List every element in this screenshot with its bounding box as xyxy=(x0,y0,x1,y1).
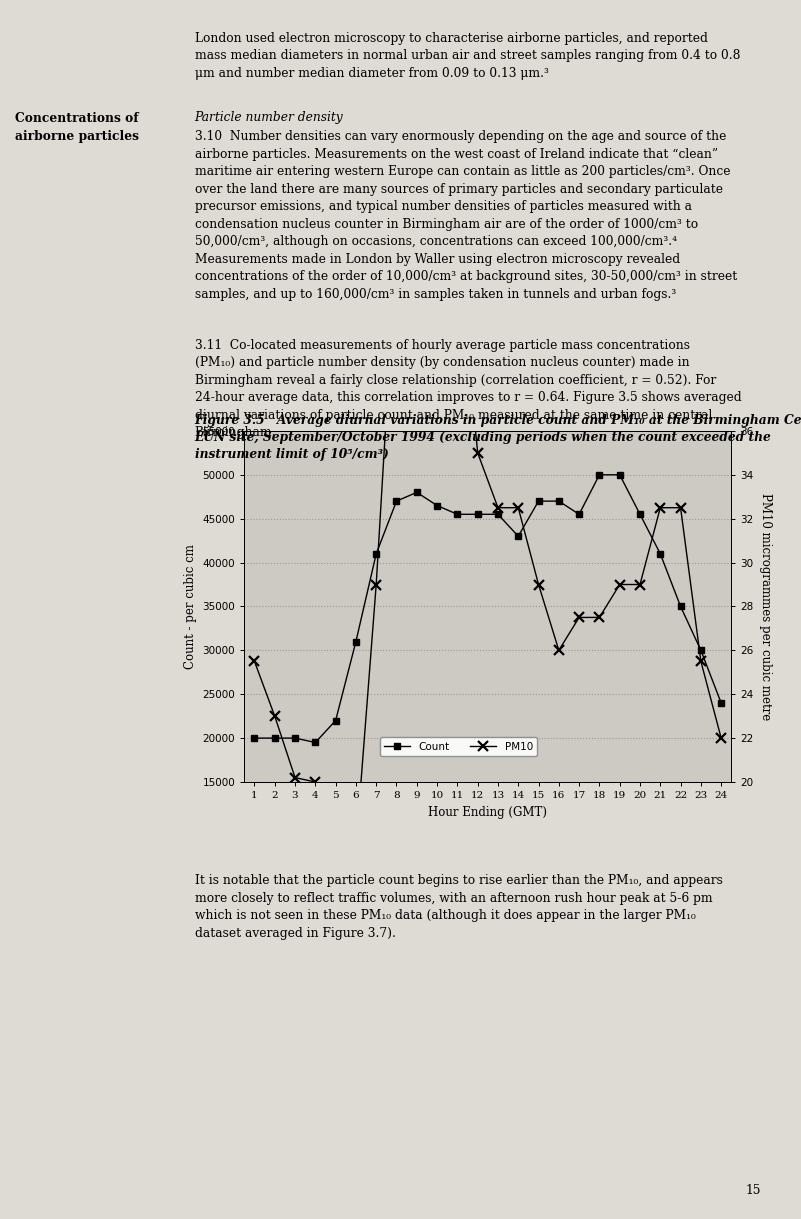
Count xyxy=(331,713,340,728)
PM10 xyxy=(412,61,421,76)
Count xyxy=(372,546,381,561)
Count xyxy=(290,730,300,745)
Count xyxy=(594,467,604,482)
PM10 xyxy=(351,841,360,856)
PM10 xyxy=(676,500,686,514)
Count xyxy=(250,730,260,745)
PM10 xyxy=(635,577,645,591)
PM10 xyxy=(433,236,442,251)
Line: Count: Count xyxy=(252,472,724,746)
PM10 xyxy=(290,770,300,785)
X-axis label: Hour Ending (GMT): Hour Ending (GMT) xyxy=(429,806,547,819)
Count xyxy=(453,507,462,522)
Count xyxy=(493,507,503,522)
Count xyxy=(533,494,543,508)
Count xyxy=(270,730,280,745)
PM10 xyxy=(594,610,604,624)
Count xyxy=(716,696,726,711)
Count xyxy=(412,485,421,500)
PM10 xyxy=(311,775,320,790)
Count xyxy=(351,634,360,649)
Text: 3.11  Co-located measurements of hourly average particle mass concentrations
(PM: 3.11 Co-located measurements of hourly a… xyxy=(195,339,741,439)
PM10 xyxy=(270,708,280,723)
PM10 xyxy=(513,500,523,514)
PM10 xyxy=(250,653,260,668)
PM10 xyxy=(453,236,462,251)
PM10 xyxy=(331,786,340,801)
Text: Figure 3.5  Average diurnal variations in particle count and PM₁₀ at the Birming: Figure 3.5 Average diurnal variations in… xyxy=(195,414,801,462)
Text: London used electron microscopy to characterise airborne particles, and reported: London used electron microscopy to chara… xyxy=(195,32,740,79)
Count xyxy=(676,599,686,613)
Text: Concentrations of
airborne particles: Concentrations of airborne particles xyxy=(15,112,139,143)
Count xyxy=(392,494,401,508)
Count xyxy=(311,735,320,750)
Legend: Count, PM10: Count, PM10 xyxy=(380,737,537,756)
Count xyxy=(433,499,442,513)
Count xyxy=(696,644,706,658)
Text: It is notable that the particle count begins to rise earlier than the PM₁₀, and : It is notable that the particle count be… xyxy=(195,874,723,940)
Count xyxy=(473,507,482,522)
Line: PM10: PM10 xyxy=(250,65,726,852)
Text: 3.10  Number densities can vary enormously depending on the age and source of th: 3.10 Number densities can vary enormousl… xyxy=(195,130,737,301)
Y-axis label: PM10 microgrammes per cubic metre: PM10 microgrammes per cubic metre xyxy=(759,492,771,720)
Count xyxy=(513,529,523,544)
PM10 xyxy=(554,644,564,658)
Count xyxy=(635,507,645,522)
Count xyxy=(554,494,564,508)
PM10 xyxy=(473,445,482,460)
Count xyxy=(615,467,625,482)
Y-axis label: Count - per cubic cm: Count - per cubic cm xyxy=(184,544,197,669)
PM10 xyxy=(392,236,401,251)
PM10 xyxy=(574,610,584,624)
PM10 xyxy=(533,577,543,591)
PM10 xyxy=(696,653,706,668)
Count xyxy=(574,507,584,522)
Count xyxy=(655,546,665,561)
PM10 xyxy=(716,730,726,745)
PM10 xyxy=(493,500,503,514)
PM10 xyxy=(615,577,625,591)
PM10 xyxy=(372,577,381,591)
Text: 15: 15 xyxy=(746,1184,761,1197)
PM10 xyxy=(655,500,665,514)
Text: Particle number density: Particle number density xyxy=(195,111,344,124)
